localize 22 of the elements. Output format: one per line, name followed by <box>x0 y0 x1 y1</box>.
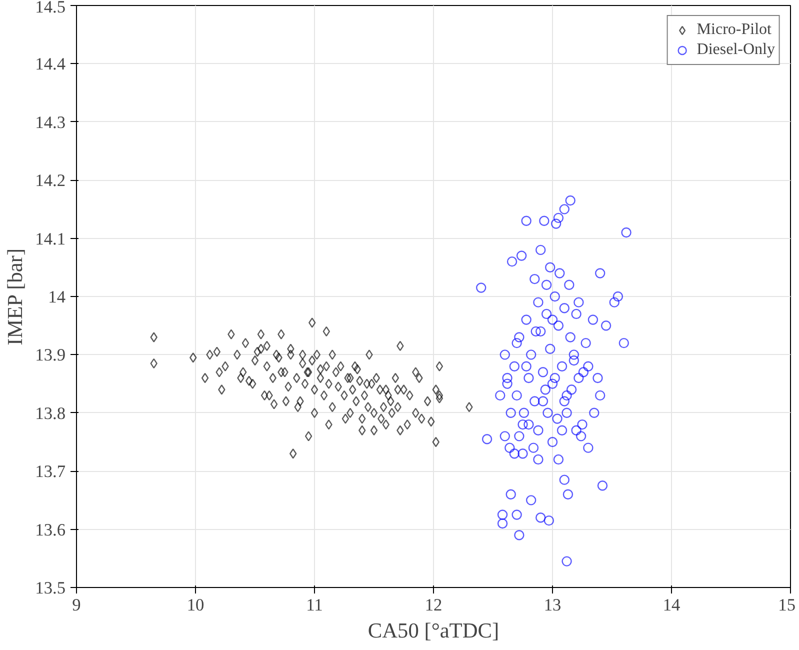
x-tick-label: 15 <box>778 596 796 614</box>
y-tick-label: 13.6 <box>35 520 66 540</box>
y-tick-label: 13.5 <box>35 578 66 598</box>
x-tick-label: 10 <box>186 596 204 614</box>
x-tick-label: 13 <box>544 596 562 614</box>
x-tick-label: 14 <box>662 596 680 614</box>
y-tick-label: 13.9 <box>35 346 66 365</box>
y-tick-label: 14 <box>48 288 66 306</box>
x-tick-label: 12 <box>424 596 442 614</box>
y-tick-label: 13.8 <box>35 404 66 423</box>
y-tick-label: 14.2 <box>35 171 66 190</box>
y-tick-label: 14.4 <box>35 54 66 74</box>
y-axis-title: IMEP [bar] <box>3 248 28 346</box>
x-tick-label: 9 <box>72 596 81 614</box>
legend-label: Micro-Pilot <box>696 21 772 39</box>
legend-label: Diesel-Only <box>696 41 775 59</box>
y-tick-label: 14.3 <box>35 112 66 132</box>
y-tick-label: 14.5 <box>35 0 66 16</box>
y-tick-label: 14.1 <box>35 229 66 248</box>
x-axis-title: CA50 [°aTDC] <box>368 618 500 642</box>
x-tick-label: 11 <box>306 596 323 614</box>
y-tick-label: 13.7 <box>35 462 66 482</box>
